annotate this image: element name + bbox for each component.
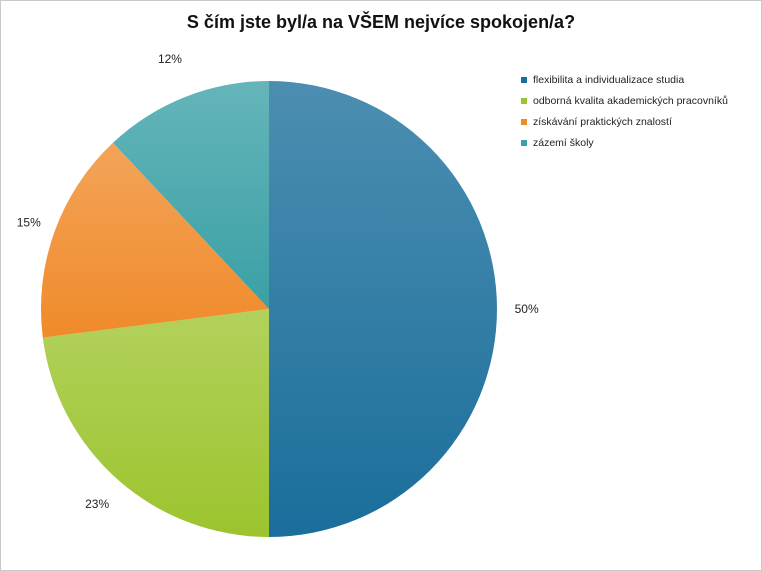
data-label: 50% [515, 302, 539, 316]
legend-item: zázemí školy [521, 132, 756, 153]
legend-item: flexibilita a individualizace studia [521, 69, 756, 90]
data-label: 15% [17, 215, 41, 229]
legend-item: odborná kvalita akademických pracovníků [521, 90, 756, 111]
legend-label: odborná kvalita akademických pracovníků [533, 94, 728, 107]
data-label: 23% [85, 497, 109, 511]
legend-swatch [521, 139, 527, 146]
legend-label: zázemí školy [533, 136, 594, 149]
data-label: 12% [158, 52, 182, 66]
legend-swatch [521, 118, 527, 125]
pie-slice [112, 81, 269, 309]
pie-slice [41, 142, 270, 338]
legend-label: flexibilita a individualizace studia [533, 73, 685, 86]
legend-swatch [521, 76, 527, 83]
pie-slice [42, 309, 269, 537]
legend-item: získávání praktických znalostí [521, 111, 756, 132]
legend-label: získávání praktických znalostí [533, 115, 672, 128]
pie-slice [269, 81, 497, 537]
legend: flexibilita a individualizace studia odbo… [521, 69, 756, 153]
chart-title: S čím jste byl/a na VŠEM nejvíce spokoje… [186, 12, 576, 32]
legend-swatch [521, 97, 527, 104]
